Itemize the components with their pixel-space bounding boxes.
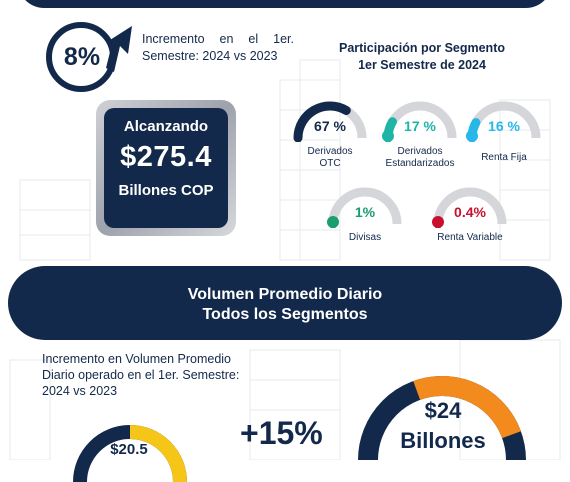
growth-badge: 8% — [44, 20, 136, 94]
participation-title: Participación por Segmento 1er Semestre … — [322, 40, 522, 74]
volume-description: Incremento en Volumen Promedio Diario op… — [42, 351, 252, 399]
increment-word: en — [220, 31, 234, 48]
segment-name: Divisas — [315, 232, 415, 244]
segment-name-line1: Derivados — [280, 146, 380, 158]
segment-name-line1: Renta Variable — [420, 232, 520, 244]
participation-title-line1: Participación por Segmento — [322, 40, 522, 57]
segment-gauge: 1%Divisas — [325, 184, 405, 254]
top-banner — [18, 0, 552, 8]
current-volume-value: $24 — [384, 396, 502, 426]
volume-banner-title: Volumen Promedio Diario — [8, 285, 562, 305]
increment-word: 1er. — [273, 31, 294, 48]
volume-desc-line2: Diario operado en el 1er. Semestre: — [42, 367, 252, 383]
reach-value: $275.4 — [104, 141, 228, 174]
participation-title-line2: 1er Semestre de 2024 — [322, 57, 522, 74]
current-volume: $24 Billones — [384, 396, 502, 456]
segment-value: 16 % — [464, 118, 544, 134]
current-volume-unit: Billones — [384, 426, 502, 456]
segment-name-line1: Renta Fija — [454, 152, 554, 164]
segment-gauge: 16 %Renta Fija — [464, 98, 544, 168]
segment-name: Renta Fija — [454, 152, 554, 164]
growth-percent: 8% — [44, 20, 120, 94]
volume-desc-line3: 2024 vs 2023 — [42, 383, 252, 399]
segment-value: 0.4% — [430, 204, 510, 220]
previous-volume-value: $20.5 — [104, 441, 154, 458]
segment-value: 1% — [325, 204, 405, 220]
reach-card-inner: Alcanzando $275.4 Billones COP — [104, 108, 228, 228]
reach-card: Alcanzando $275.4 Billones COP — [96, 100, 236, 236]
segment-name: Renta Variable — [420, 232, 520, 244]
volume-banner-subtitle: Todos los Segmentos — [8, 305, 562, 325]
increment-description: Incremento en el 1er. Semestre: 2024 vs … — [142, 31, 294, 65]
volume-banner: Volumen Promedio Diario Todos los Segmen… — [8, 266, 562, 340]
volume-growth: +15% — [240, 415, 323, 452]
reach-unit: Billones COP — [104, 182, 228, 199]
segment-value: 67 % — [290, 118, 370, 134]
segment-value: 17 % — [380, 118, 460, 134]
reach-label: Alcanzando — [104, 118, 228, 135]
volume-desc-line1: Incremento en Volumen Promedio — [42, 351, 252, 367]
segment-name-line1: Divisas — [315, 232, 415, 244]
increment-word: el — [248, 31, 258, 48]
segment-name-line2: OTC — [280, 158, 380, 170]
increment-word: Incremento — [142, 31, 205, 48]
increment-period: Semestre: 2024 vs 2023 — [142, 48, 294, 65]
segment-gauge: 0.4%Renta Variable — [430, 184, 510, 254]
